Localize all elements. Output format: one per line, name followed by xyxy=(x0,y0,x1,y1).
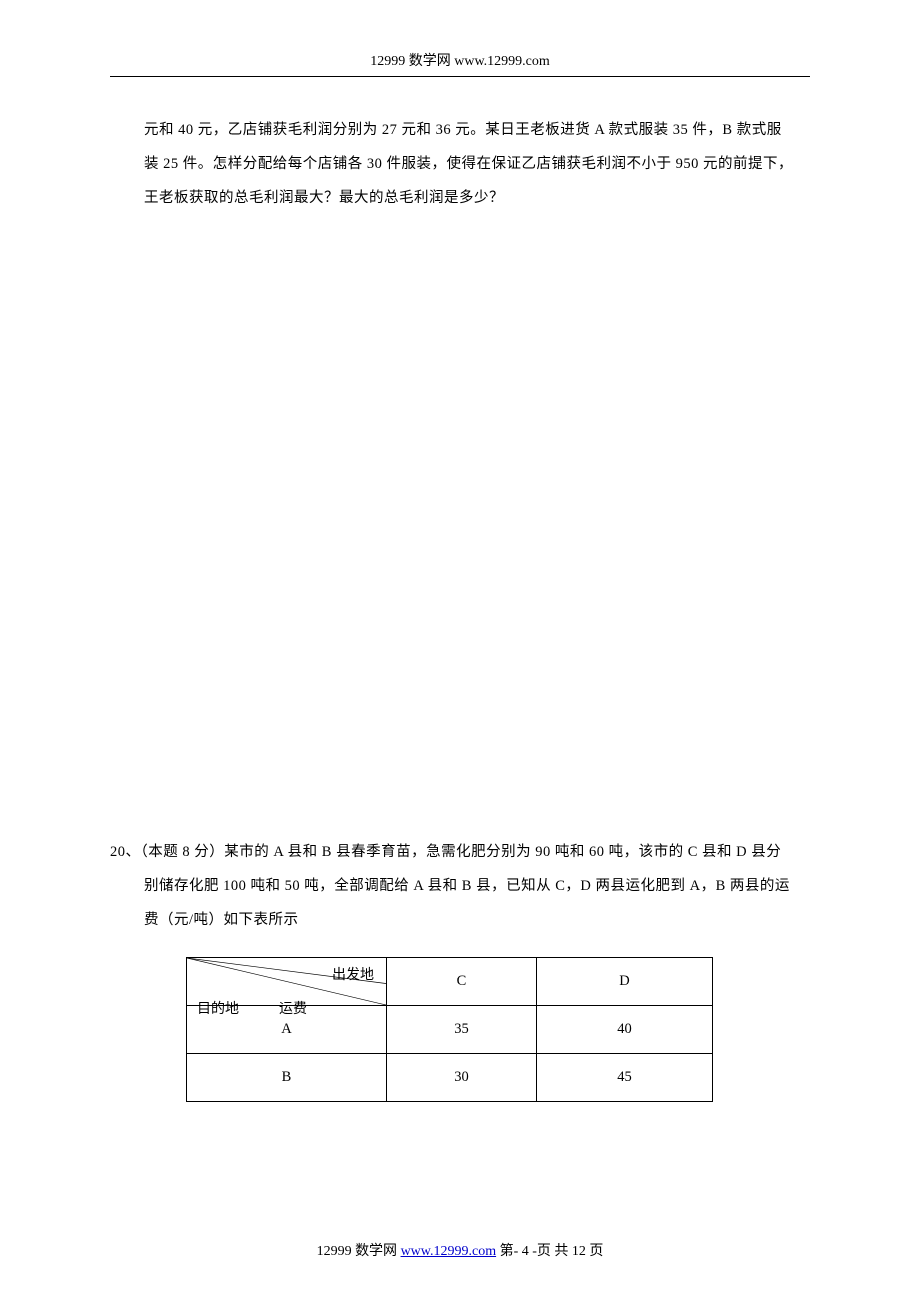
q19-line3: 王老板获取的总毛利润最大？最大的总毛利润是多少？ xyxy=(144,181,810,215)
col-header-d: D xyxy=(537,958,713,1006)
footer-link[interactable]: www.12999.com xyxy=(401,1244,497,1259)
q20-line3: 费（元/吨）如下表所示 xyxy=(110,903,810,937)
q20-line2: 别储存化肥 100 吨和 50 吨，全部调配给 A 县和 B 县，已知从 C，D… xyxy=(110,869,810,903)
table-row: B 30 45 xyxy=(187,1054,713,1102)
q20-table: 出发地 运费 目的地 C D A 35 40 B 30 45 xyxy=(186,957,713,1102)
q19-line2: 装 25 件。怎样分配给每个店铺各 30 件服装，使得在保证乙店铺获毛利润不小于… xyxy=(144,147,810,181)
row-label-b: B xyxy=(187,1054,387,1102)
cell-b-d: 45 xyxy=(537,1054,713,1102)
diag-label-mid: 运费 xyxy=(279,998,307,1018)
page-footer: 12999 数学网 www.12999.com 第- 4 -页 共 12 页 xyxy=(0,1240,920,1260)
footer-prefix: 12999 数学网 xyxy=(317,1244,401,1259)
table-row: A 35 40 xyxy=(187,1006,713,1054)
q20-line1: 20、（本题 8 分）某市的 A 县和 B 县春季育苗，急需化肥分别为 90 吨… xyxy=(110,835,810,869)
page-header: 12999 数学网 www.12999.com xyxy=(110,50,810,70)
diag-label-bottom: 目的地 xyxy=(197,998,239,1018)
q19-line1: 元和 40 元，乙店铺获毛利润分别为 27 元和 36 元。某日王老板进货 A … xyxy=(144,113,810,147)
diag-label-top: 出发地 xyxy=(332,964,374,984)
col-header-c: C xyxy=(387,958,537,1006)
cell-a-d: 40 xyxy=(537,1006,713,1054)
page-container: 12999 数学网 www.12999.com 元和 40 元，乙店铺获毛利润分… xyxy=(0,0,920,1102)
header-site-name: 12999 数学网 xyxy=(370,54,451,69)
header-rule xyxy=(110,76,810,77)
footer-suffix: 第- 4 -页 共 12 页 xyxy=(496,1244,603,1259)
table-header-row: 出发地 运费 目的地 C D xyxy=(187,958,713,1006)
q19-continuation: 元和 40 元，乙店铺获毛利润分别为 27 元和 36 元。某日王老板进货 A … xyxy=(110,113,810,215)
header-site-url: www.12999.com xyxy=(454,54,550,69)
q20-block: 20、（本题 8 分）某市的 A 县和 B 县春季育苗，急需化肥分别为 90 吨… xyxy=(110,835,810,1102)
diagonal-header-cell: 出发地 运费 目的地 xyxy=(187,958,387,1006)
q20-table-wrap: 出发地 运费 目的地 C D A 35 40 B 30 45 xyxy=(186,957,810,1102)
cell-b-c: 30 xyxy=(387,1054,537,1102)
cell-a-c: 35 xyxy=(387,1006,537,1054)
